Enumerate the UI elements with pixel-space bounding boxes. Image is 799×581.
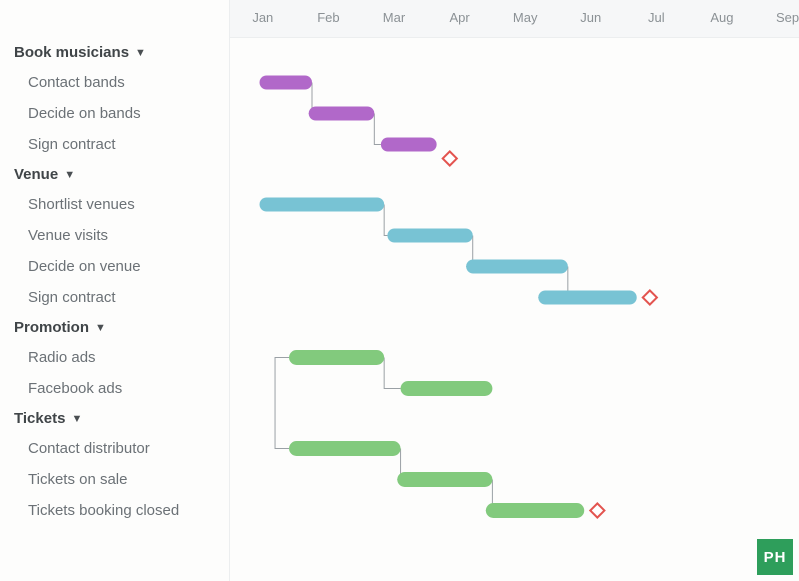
milestone-icon	[590, 503, 604, 517]
gantt-bar[interactable]	[401, 381, 493, 396]
task-row[interactable]: Sign contract	[0, 129, 229, 160]
gantt-bar[interactable]	[387, 229, 472, 243]
gantt-bar[interactable]	[309, 107, 375, 121]
task-row[interactable]: Decide on bands	[0, 98, 229, 129]
dependency-connector	[384, 358, 400, 389]
group-header[interactable]: Tickets ▼	[0, 404, 229, 433]
milestone-icon	[643, 290, 657, 304]
group-label: Book musicians	[14, 44, 129, 61]
task-row[interactable]: Shortlist venues	[0, 189, 229, 220]
task-row[interactable]: Radio ads	[0, 342, 229, 373]
dependency-connector	[384, 205, 387, 236]
milestone-icon	[443, 151, 457, 165]
gantt-bar[interactable]	[260, 76, 312, 90]
group-header[interactable]: Venue ▼	[0, 160, 229, 189]
gantt-chart	[230, 0, 799, 581]
group-label: Venue	[14, 166, 58, 183]
gantt-bar[interactable]	[486, 503, 584, 518]
caret-down-icon: ▼	[64, 169, 75, 181]
timeline-panel: JanFebMarAprMayJunJulAugSep	[230, 0, 799, 581]
group-header[interactable]: Promotion ▼	[0, 313, 229, 342]
group-label: Tickets	[14, 410, 65, 427]
task-row[interactable]: Tickets booking closed	[0, 495, 229, 526]
task-row[interactable]: Facebook ads	[0, 373, 229, 404]
gantt-bar[interactable]	[289, 350, 384, 365]
caret-down-icon: ▼	[71, 413, 82, 425]
task-row[interactable]: Tickets on sale	[0, 464, 229, 495]
ph-badge-label: PH	[764, 549, 787, 566]
gantt-bar[interactable]	[538, 291, 636, 305]
gantt-bar[interactable]	[397, 472, 492, 487]
task-row[interactable]: Sign contract	[0, 282, 229, 313]
task-row[interactable]: Contact distributor	[0, 433, 229, 464]
caret-down-icon: ▼	[135, 47, 146, 59]
gantt-bar[interactable]	[466, 260, 568, 274]
gantt-app: Book musicians ▼ Contact bandsDecide on ba…	[0, 0, 799, 581]
group-header[interactable]: Book musicians ▼	[0, 38, 229, 67]
gantt-bar[interactable]	[381, 138, 437, 152]
ph-badge[interactable]: PH	[757, 539, 793, 575]
gantt-bar[interactable]	[289, 441, 401, 456]
caret-down-icon: ▼	[95, 322, 106, 334]
task-row[interactable]: Venue visits	[0, 220, 229, 251]
task-sidebar: Book musicians ▼ Contact bandsDecide on ba…	[0, 0, 230, 581]
group-label: Promotion	[14, 319, 89, 336]
dependency-connector	[275, 358, 289, 449]
task-row[interactable]: Decide on venue	[0, 251, 229, 282]
gantt-bar[interactable]	[260, 198, 385, 212]
task-row[interactable]: Contact bands	[0, 67, 229, 98]
dependency-connector	[374, 114, 381, 145]
